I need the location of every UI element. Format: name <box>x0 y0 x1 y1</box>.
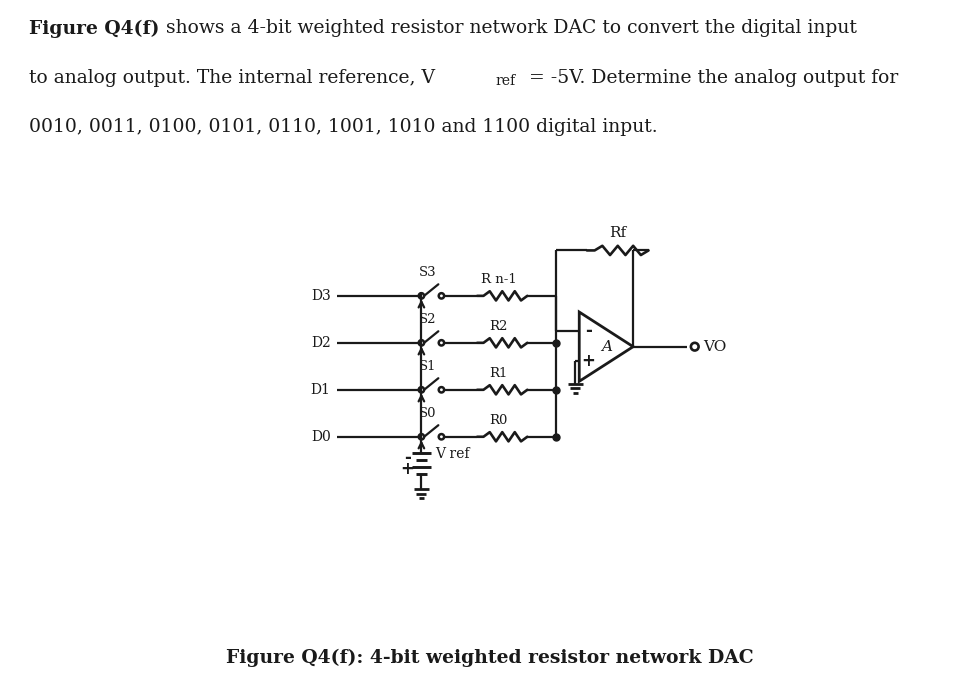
Text: D3: D3 <box>311 289 330 303</box>
Text: to analog output. The internal reference, V: to analog output. The internal reference… <box>29 69 435 87</box>
Text: S1: S1 <box>418 360 436 373</box>
Text: VO: VO <box>704 340 726 354</box>
Text: Rf: Rf <box>610 226 626 239</box>
Text: S0: S0 <box>418 407 436 420</box>
Text: R2: R2 <box>489 320 508 333</box>
Text: S3: S3 <box>418 266 436 279</box>
Text: V ref: V ref <box>435 447 469 462</box>
Text: shows a 4-bit weighted resistor network DAC to convert the digital input: shows a 4-bit weighted resistor network … <box>160 19 857 37</box>
Text: R0: R0 <box>489 413 508 427</box>
Text: -: - <box>404 449 411 466</box>
Text: = -5V. Determine the analog output for: = -5V. Determine the analog output for <box>523 69 899 87</box>
Text: Figure Q4(f): Figure Q4(f) <box>29 19 160 38</box>
Text: +: + <box>581 352 596 369</box>
Text: 0010, 0011, 0100, 0101, 0110, 1001, 1010 and 1100 digital input.: 0010, 0011, 0100, 0101, 0110, 1001, 1010… <box>29 118 658 136</box>
Text: S2: S2 <box>418 313 436 326</box>
Text: R n-1: R n-1 <box>480 273 516 286</box>
Text: +: + <box>401 460 415 478</box>
Text: -: - <box>585 322 592 340</box>
Text: ref: ref <box>496 74 516 87</box>
Text: R1: R1 <box>489 367 508 380</box>
Text: D2: D2 <box>311 336 330 350</box>
Text: D1: D1 <box>311 383 330 397</box>
Text: A: A <box>601 340 612 354</box>
Text: Figure Q4(f): 4-bit weighted resistor network DAC: Figure Q4(f): 4-bit weighted resistor ne… <box>226 649 754 667</box>
Text: D0: D0 <box>311 430 330 444</box>
